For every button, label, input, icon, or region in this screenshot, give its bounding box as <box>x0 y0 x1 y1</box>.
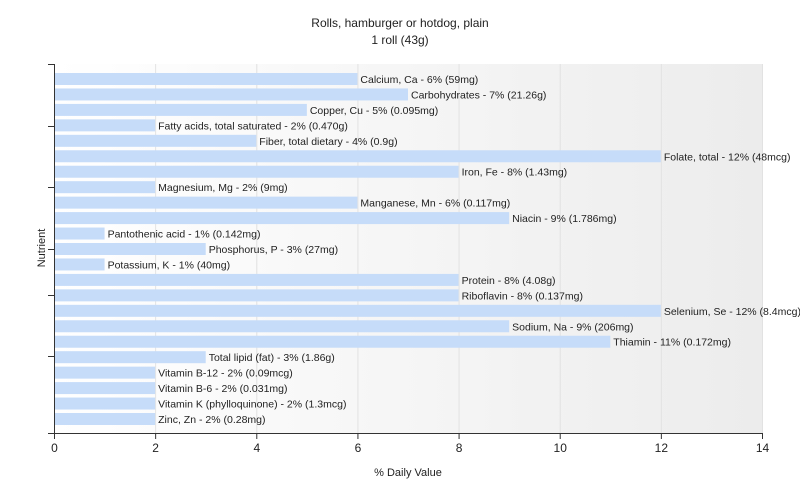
bar-label: Vitamin B-12 - 2% (0.09mcg) <box>158 368 293 380</box>
bar <box>55 366 156 379</box>
bar <box>55 397 156 410</box>
bar-label: Sodium, Na - 9% (206mg) <box>512 321 633 333</box>
axes: 0 2 4 6 8 10 12 14 <box>48 64 769 455</box>
bars <box>55 73 661 425</box>
y-axis-title: Nutrient <box>36 229 48 268</box>
bar <box>55 351 206 364</box>
chart-subtitle: 1 roll (43g) <box>371 33 428 47</box>
bar-label: Carbohydrates - 7% (21.26g) <box>411 89 546 101</box>
bar <box>55 413 156 425</box>
bar <box>55 243 206 255</box>
grid-lines <box>155 64 763 433</box>
bar-label: Iron, Fe - 8% (1.43mg) <box>462 167 568 179</box>
bar-label: Copper, Cu - 5% (0.095mg) <box>310 105 438 117</box>
bar <box>55 103 307 116</box>
bar <box>55 227 105 240</box>
x-tick-label: 12 <box>655 441 669 455</box>
bar <box>55 119 156 132</box>
bar <box>55 212 510 225</box>
bar-label: Thiamin - 11% (0.172mg) <box>613 337 731 349</box>
bar-label: Potassium, K - 1% (40mg) <box>108 259 231 271</box>
bar-label: Pantothenic acid - 1% (0.142mg) <box>108 229 261 241</box>
bar-label: Riboflavin - 8% (0.137mg) <box>462 290 583 302</box>
bar-labels: Calcium, Ca - 6% (59mg) Carbohydrates - 7… <box>108 74 800 426</box>
x-tick-label: 8 <box>456 441 463 455</box>
x-tick-label: 0 <box>51 441 58 455</box>
x-tick-label: 2 <box>152 441 159 455</box>
bar <box>55 88 408 101</box>
bar-label: Niacin - 9% (1.786mg) <box>512 213 616 225</box>
bar-label: Phosphorus, P - 3% (27mg) <box>209 244 338 256</box>
bar-label: Fiber, total dietary - 4% (0.9g) <box>259 136 397 148</box>
bar <box>55 165 459 178</box>
bar <box>55 150 661 163</box>
bar <box>55 289 459 302</box>
x-axis-title: % Daily Value <box>374 467 442 479</box>
bar-label: Vitamin B-6 - 2% (0.031mg) <box>158 383 287 395</box>
bar-label: Manganese, Mn - 6% (0.117mg) <box>360 198 510 210</box>
x-tick-label: 6 <box>355 441 362 455</box>
bar-label: Zinc, Zn - 2% (0.28mg) <box>158 414 265 426</box>
chart-title: Rolls, hamburger or hotdog, plain <box>311 16 488 30</box>
x-tick-label: 14 <box>756 441 770 455</box>
bar-label: Vitamin K (phylloquinone) - 2% (1.3mcg) <box>158 399 346 411</box>
bar <box>55 304 661 317</box>
bar-label: Protein - 8% (4.08g) <box>462 275 556 287</box>
bar-label: Fatty acids, total saturated - 2% (0.470… <box>158 120 348 132</box>
bar <box>55 382 156 395</box>
bar-label: Calcium, Ca - 6% (59mg) <box>360 74 478 86</box>
bar <box>55 73 358 85</box>
bar <box>55 181 156 194</box>
bar <box>55 134 257 147</box>
bar <box>55 273 459 286</box>
bar <box>55 335 611 348</box>
bar-label: Magnesium, Mg - 2% (9mg) <box>158 182 288 194</box>
bar-label: Selenium, Se - 12% (8.4mcg) <box>664 306 800 318</box>
bar-label: Total lipid (fat) - 3% (1.86g) <box>209 352 335 364</box>
bar <box>55 196 358 209</box>
bar <box>55 320 510 333</box>
bar-label: Folate, total - 12% (48mcg) <box>664 151 791 163</box>
x-tick-label: 4 <box>253 441 260 455</box>
x-tick-label: 10 <box>554 441 568 455</box>
bar <box>55 258 105 271</box>
